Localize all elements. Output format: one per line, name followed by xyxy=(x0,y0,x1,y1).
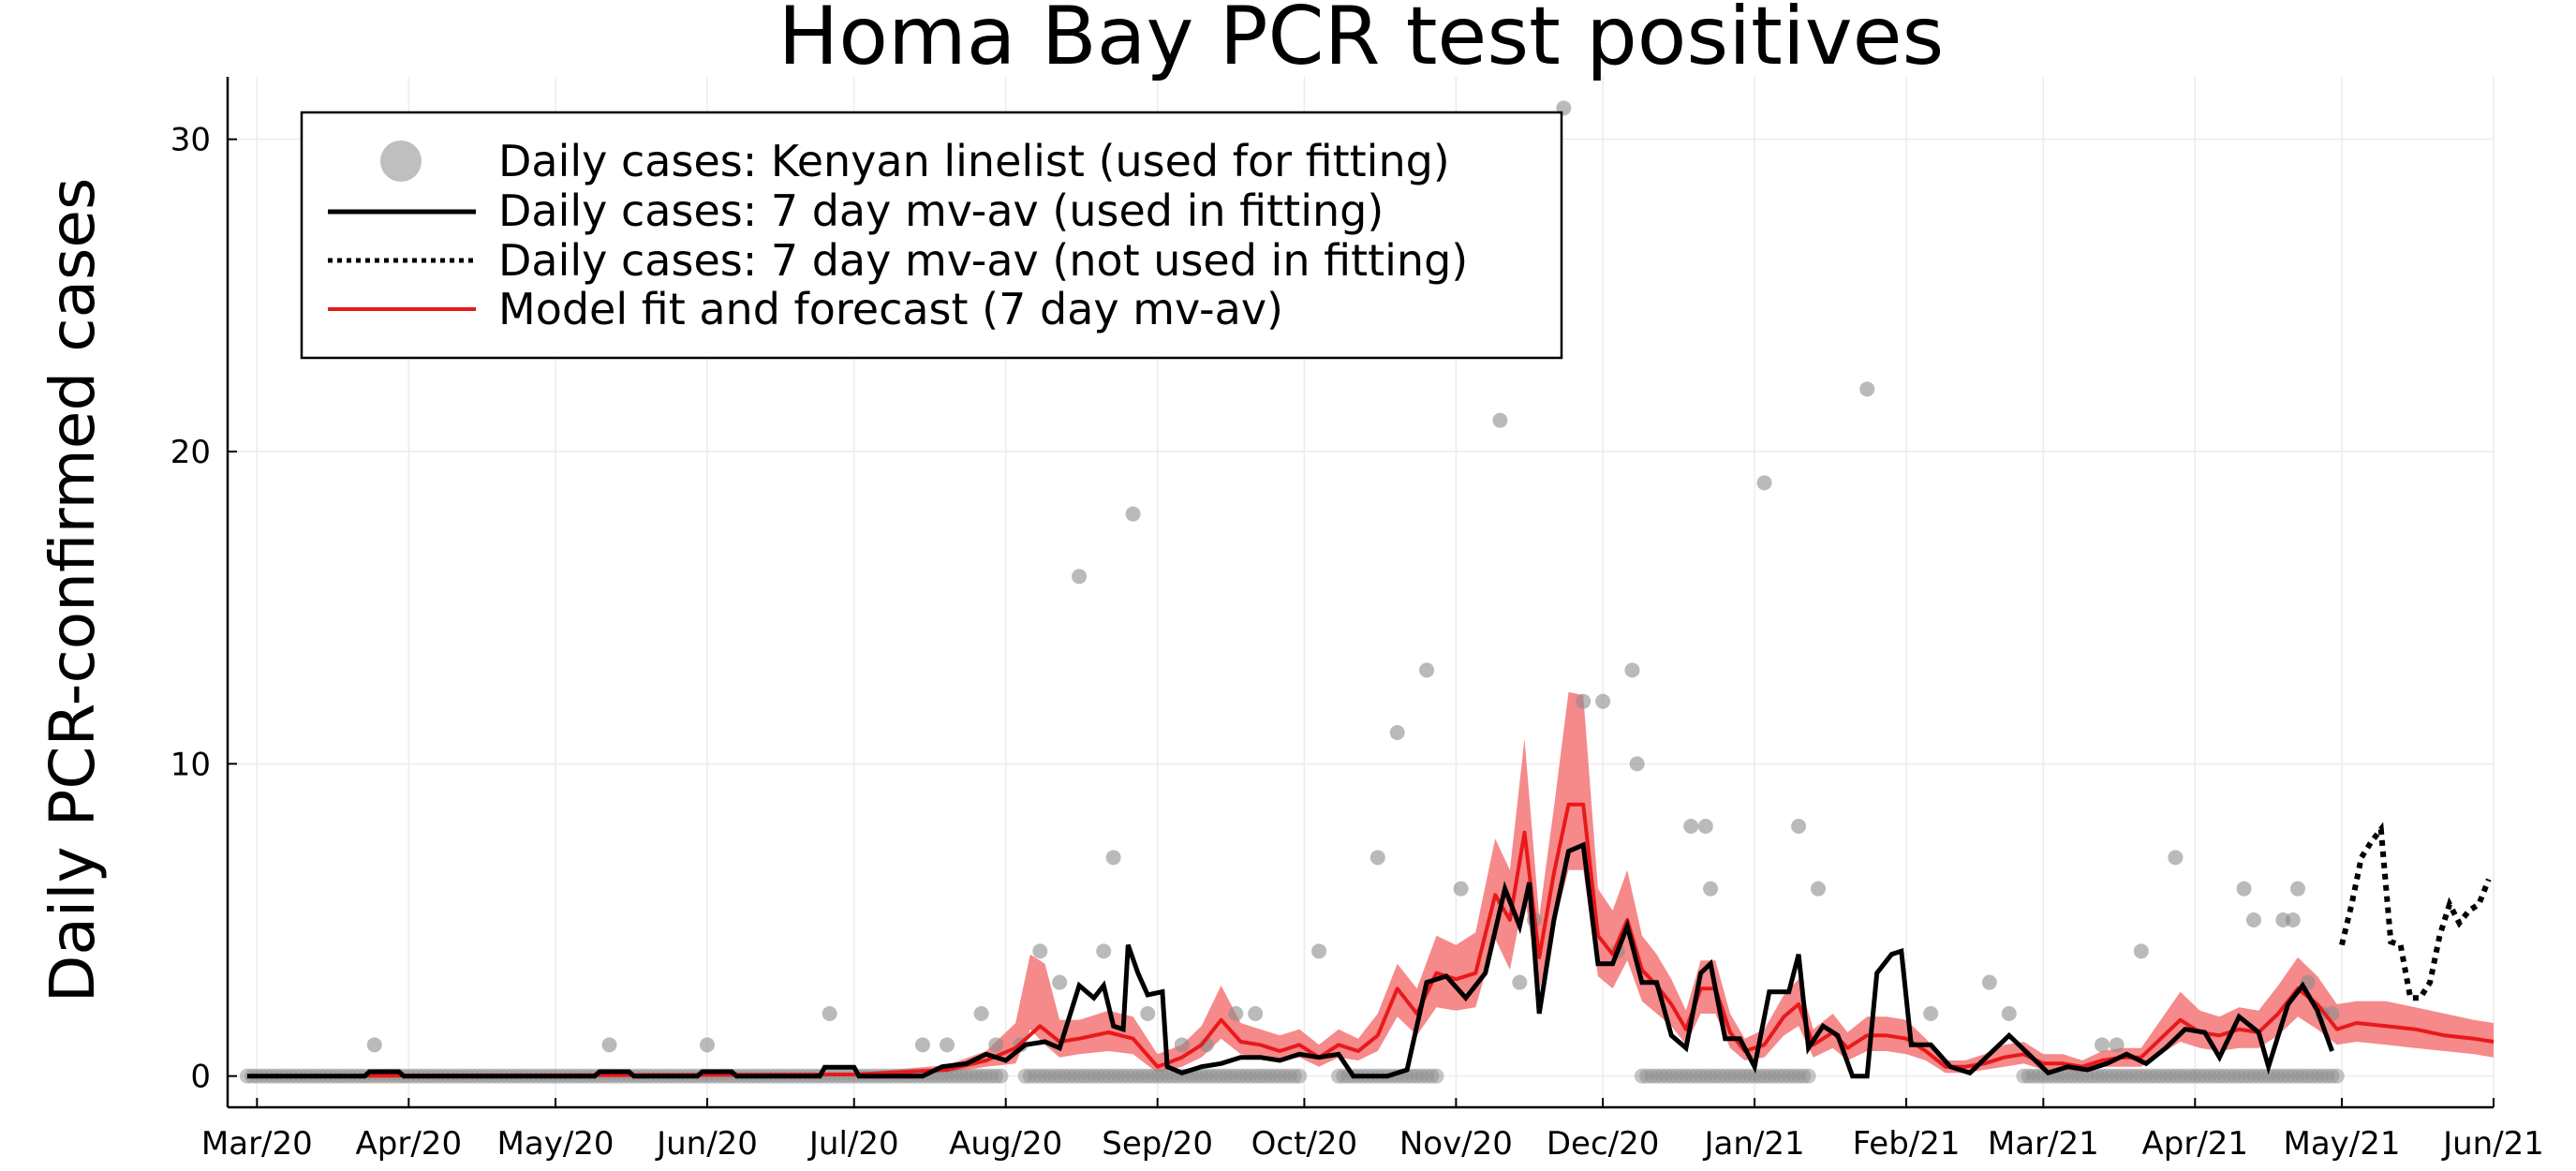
axes-layer xyxy=(226,77,2494,1109)
data-point xyxy=(1429,1068,1444,1084)
band-layer xyxy=(246,691,2495,1076)
data-point xyxy=(1072,569,1088,585)
data-point xyxy=(1697,819,1713,834)
data-point xyxy=(2095,1037,2110,1053)
x-tick-label: Jun/20 xyxy=(655,1125,758,1163)
data-point xyxy=(973,1006,989,1021)
data-point xyxy=(1756,475,1772,491)
y-tick-label: 30 xyxy=(170,122,211,159)
legend-label-mvav-used: Daily cases: 7 day mv-av (used in fittin… xyxy=(498,185,1384,236)
data-point xyxy=(1032,943,1048,959)
data-point xyxy=(1981,974,1997,990)
x-tick-label: Apr/20 xyxy=(356,1125,463,1163)
x-tick-label: Oct/20 xyxy=(1251,1125,1358,1163)
data-point xyxy=(2245,912,2261,927)
model-uncertainty-band xyxy=(246,691,2495,1076)
data-point xyxy=(1683,819,1699,834)
data-point xyxy=(1800,1068,1816,1084)
data-point xyxy=(1419,662,1435,678)
data-point xyxy=(1811,881,1827,897)
data-point xyxy=(1369,850,1385,866)
legend-label-model: Model fit and forecast (7 day mv-av) xyxy=(498,284,1283,334)
chart-title: Homa Bay PCR test positives xyxy=(778,0,1945,83)
data-point xyxy=(1595,693,1611,709)
data-point xyxy=(1453,881,1469,897)
data-point xyxy=(700,1037,716,1053)
data-point xyxy=(1624,662,1640,678)
data-point xyxy=(1228,1006,1244,1021)
legend-marker-dot xyxy=(380,141,422,182)
data-point xyxy=(1389,725,1405,740)
data-point xyxy=(1859,381,1875,397)
y-axis-label: Daily PCR-confirmed cases xyxy=(37,178,109,1003)
data-point xyxy=(1105,850,1121,866)
data-point xyxy=(601,1037,617,1053)
data-point xyxy=(1923,1006,1939,1021)
observed-mvav-line-not-used xyxy=(2339,822,2492,1001)
data-point xyxy=(1248,1006,1264,1021)
data-point xyxy=(1492,412,1508,428)
x-tick-label: May/21 xyxy=(2284,1125,2401,1163)
legend-label-linelist: Daily cases: Kenyan linelist (used for f… xyxy=(498,136,1450,186)
observed-mvav-line-used xyxy=(246,841,2334,1079)
x-tick-label: Feb/21 xyxy=(1853,1125,1961,1163)
data-point xyxy=(914,1037,930,1053)
legend: Daily cases: Kenyan linelist (used for f… xyxy=(300,111,1563,360)
data-point xyxy=(2133,943,2149,959)
data-point xyxy=(1512,974,1528,990)
x-tick-label: Jun/21 xyxy=(2441,1125,2544,1163)
data-point xyxy=(1311,943,1327,959)
ticks-layer: Mar/20 Apr/20 May/20 Jun/20 Jul/20 Aug/20 Sep/… xyxy=(170,122,2544,1163)
y-tick-label: 10 xyxy=(170,746,211,783)
legend-box xyxy=(300,111,1563,360)
x-tick-label: Jan/21 xyxy=(1703,1125,1805,1163)
y-tick-label: 0 xyxy=(190,1059,211,1096)
legend-label-mvav-not-used: Daily cases: 7 day mv-av (not used in fi… xyxy=(498,235,1468,286)
data-point xyxy=(822,1006,837,1021)
data-point xyxy=(1703,881,1719,897)
data-point xyxy=(1096,943,1112,959)
x-tick-label: Mar/20 xyxy=(201,1125,313,1163)
data-point xyxy=(1791,819,1807,834)
data-point xyxy=(940,1037,955,1053)
data-point xyxy=(366,1037,382,1053)
data-point xyxy=(2168,850,2184,866)
data-point xyxy=(1125,506,1141,522)
y-tick-label: 20 xyxy=(170,434,211,471)
x-tick-label: Jul/20 xyxy=(807,1125,899,1163)
data-point xyxy=(1174,1037,1190,1053)
data-point xyxy=(988,1037,1004,1053)
data-point xyxy=(2285,912,2301,927)
x-tick-label: Aug/20 xyxy=(949,1125,1062,1163)
data-point xyxy=(2236,881,2252,897)
data-point xyxy=(1140,1006,1156,1021)
x-tick-label: Mar/21 xyxy=(1988,1125,2099,1163)
x-tick-label: Dec/20 xyxy=(1547,1125,1660,1163)
x-tick-label: Apr/21 xyxy=(2142,1125,2249,1163)
x-tick-label: Sep/20 xyxy=(1102,1125,1213,1163)
data-point xyxy=(2290,881,2306,897)
data-point xyxy=(1052,974,1068,990)
data-point xyxy=(2329,1068,2345,1084)
data-point xyxy=(1629,756,1645,772)
data-point xyxy=(2109,1037,2124,1053)
data-point xyxy=(2001,1006,2017,1021)
data-point xyxy=(993,1068,1009,1084)
observed-layer xyxy=(246,822,2492,1079)
data-point xyxy=(1576,693,1591,709)
x-tick-label: Nov/20 xyxy=(1399,1125,1513,1163)
x-tick-label: May/20 xyxy=(497,1125,614,1163)
data-point xyxy=(1292,1068,1308,1084)
